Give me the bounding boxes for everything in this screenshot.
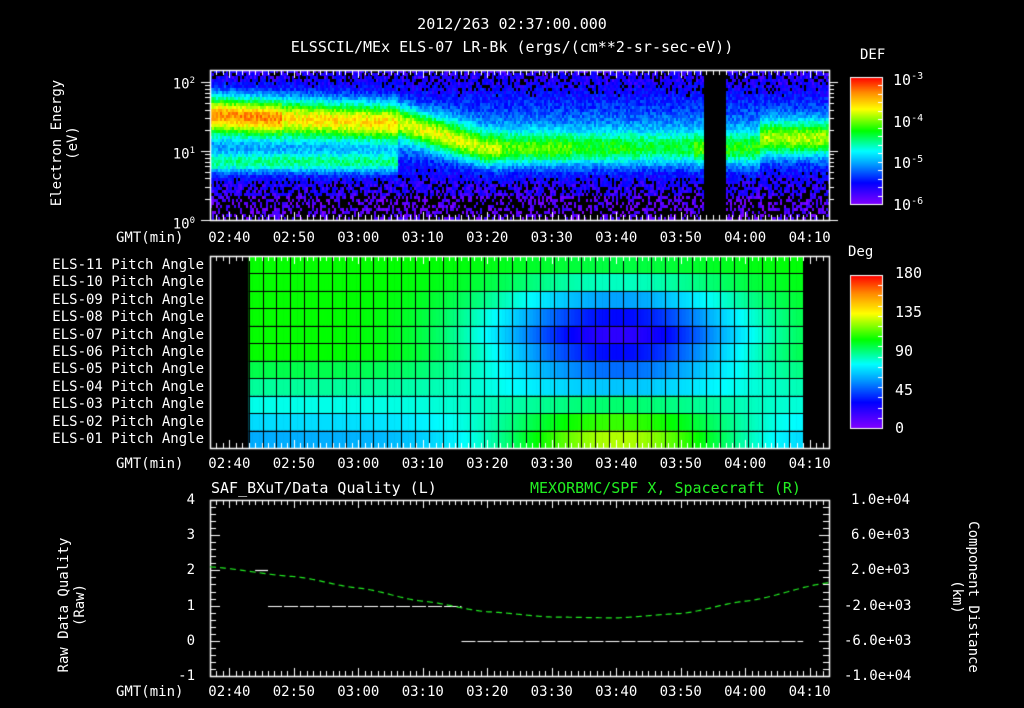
pitch-angle-row-label: ELS-10 Pitch Angle [52, 274, 204, 291]
time-tick-label: 03:00 [337, 230, 380, 246]
panel3-right-title: MEXORBMC/SPF X, Spacecraft (R) [530, 479, 801, 497]
time-tick-label: 04:10 [788, 230, 831, 246]
time-tick-label: 03:40 [595, 230, 638, 246]
panel3-left-ylabel: Raw Data Quality (Raw) [56, 537, 88, 673]
left-ytick-label: 4 [186, 492, 195, 508]
deg-tick-135: 135 [895, 303, 923, 321]
pitch-angle-row-label: ELS-08 Pitch Angle [52, 309, 204, 326]
time-tick-label: 03:30 [530, 456, 573, 472]
panel1-ytick-100: 102 [172, 76, 195, 93]
panel1-ylabel: Electron Energy (eV) [49, 79, 81, 207]
time-tick-label: 03:10 [401, 456, 444, 472]
right-ytick-label: 2.0e+03 [851, 562, 911, 579]
time-tick-label: 02:50 [272, 684, 315, 700]
time-tick-label: 03:10 [401, 230, 444, 246]
left-ytick-label: 3 [186, 527, 195, 544]
def-colorbar-title: DEF [860, 47, 886, 63]
def-tick-1e-6: 10-6 [893, 196, 924, 214]
time-axis-label: GMT(min) [116, 456, 184, 472]
time-tick-label: 04:00 [724, 230, 767, 246]
right-ytick-label: -1.0e+04 [844, 668, 912, 684]
time-tick-label: 02:40 [208, 456, 251, 472]
time-tick-label: 03:40 [595, 684, 638, 700]
time-tick-label: 04:00 [724, 684, 767, 700]
time-tick-label: 02:50 [272, 456, 315, 472]
left-ytick-label: -1 [178, 668, 195, 684]
time-tick-label: 04:00 [724, 456, 767, 472]
left-ytick-label: 0 [186, 632, 195, 649]
deg-tick-45: 45 [895, 381, 914, 399]
pitch-angle-row-label: ELS-05 Pitch Angle [52, 361, 204, 378]
plot-timestamp: 2012/263 02:37:00.000 [417, 15, 607, 33]
pitch-angle-row-label: ELS-01 Pitch Angle [52, 431, 204, 448]
panel3-right-ylabel: Component Distance (km) [949, 521, 981, 673]
pitch-angle-row-label: ELS-09 Pitch Angle [52, 291, 204, 308]
time-tick-label: 03:20 [466, 684, 509, 700]
deg-tick-90: 90 [895, 342, 914, 360]
time-tick-label: 03:50 [659, 230, 702, 246]
time-axis-label: GMT(min) [116, 230, 184, 246]
time-tick-label: 04:10 [788, 456, 831, 472]
panel1-ytick-1: 100 [172, 216, 195, 233]
def-tick-1e-5: 10-5 [893, 154, 924, 172]
time-tick-label: 03:20 [466, 230, 509, 246]
pitch-angle-row-label: ELS-04 Pitch Angle [52, 378, 204, 395]
deg-colorbar-title: Deg [848, 244, 874, 260]
deg-tick-180: 180 [895, 264, 923, 282]
time-tick-label: 03:20 [466, 456, 509, 472]
left-ytick-label: 1 [186, 597, 195, 614]
panel1-ytick-10: 101 [172, 146, 195, 163]
right-ytick-label: -2.0e+03 [844, 597, 912, 614]
time-tick-label: 03:00 [337, 684, 380, 700]
right-ytick-label: 6.0e+03 [851, 527, 911, 544]
time-axis-label: GMT(min) [116, 684, 184, 700]
time-tick-label: 04:10 [788, 684, 831, 700]
panel3-left-title: SAF_BXuT/Data Quality (L) [211, 479, 437, 497]
time-tick-label: 02:40 [208, 230, 251, 246]
time-tick-label: 03:40 [595, 456, 638, 472]
left-ytick-label: 2 [186, 562, 195, 579]
def-tick-1e-3: 10-3 [893, 71, 924, 89]
right-ytick-label: 1.0e+04 [851, 492, 911, 508]
time-tick-label: 03:50 [659, 456, 702, 472]
right-ytick-label: -6.0e+03 [844, 632, 912, 649]
time-tick-label: 03:00 [337, 456, 380, 472]
time-tick-label: 03:30 [530, 684, 573, 700]
time-tick-label: 03:10 [401, 684, 444, 700]
def-tick-1e-4: 10-4 [893, 113, 924, 131]
time-tick-label: 02:40 [208, 684, 251, 700]
time-tick-label: 03:30 [530, 230, 573, 246]
pitch-angle-row-label: ELS-06 Pitch Angle [52, 344, 204, 360]
pitch-angle-row-label: ELS-11 Pitch Angle [52, 256, 204, 273]
time-tick-label: 02:50 [272, 230, 315, 246]
time-tick-label: 03:50 [659, 684, 702, 700]
deg-tick-0: 0 [895, 419, 905, 437]
pitch-angle-row-label: ELS-07 Pitch Angle [52, 326, 204, 343]
pitch-angle-row-label: ELS-02 Pitch Angle [52, 413, 204, 430]
pitch-angle-row-label: ELS-03 Pitch Angle [52, 396, 204, 413]
plot-subtitle: ELSSCIL/MEx ELS-07 LR-Bk (ergs/(cm**2-sr… [290, 38, 734, 56]
